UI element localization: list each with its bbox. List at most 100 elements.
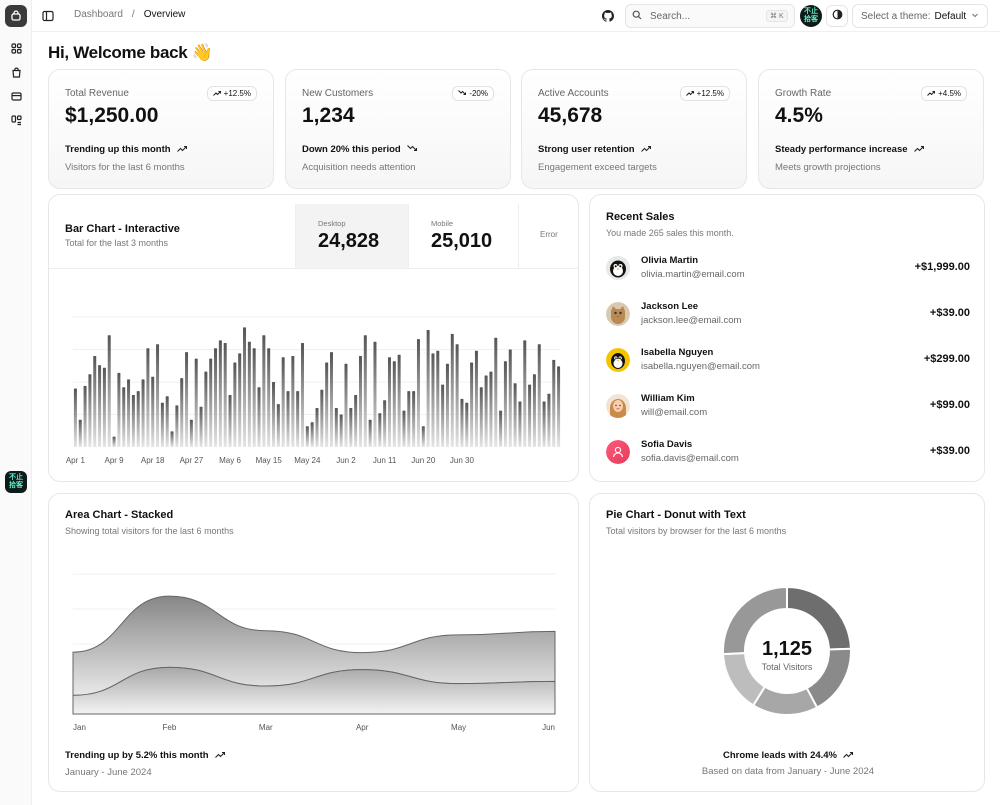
sidebar-user-avatar[interactable]: 不止 拾客	[5, 471, 27, 493]
bar[interactable]	[354, 395, 358, 447]
bar[interactable]	[329, 352, 333, 447]
bar[interactable]	[218, 340, 222, 447]
list-item[interactable]: Olivia Martin olivia.martin@email.com +$…	[606, 253, 970, 289]
bar[interactable]	[334, 408, 338, 447]
bar[interactable]	[223, 343, 227, 447]
bar[interactable]	[228, 395, 232, 447]
bar[interactable]	[165, 396, 169, 447]
kanban-icon[interactable]	[9, 113, 23, 127]
bar[interactable]	[315, 408, 319, 447]
bar[interactable]	[267, 348, 271, 447]
area-series-bottom[interactable]	[72, 666, 556, 715]
bar[interactable]	[102, 367, 106, 447]
bar[interactable]	[175, 405, 179, 447]
bar[interactable]	[537, 344, 541, 447]
bar[interactable]	[257, 387, 261, 447]
dashboard-grid-icon[interactable]	[9, 41, 23, 55]
tab-error[interactable]: Error	[518, 204, 578, 268]
bar[interactable]	[552, 359, 556, 447]
shopping-bag-icon[interactable]	[9, 65, 23, 79]
bar[interactable]	[296, 391, 300, 447]
bar[interactable]	[243, 327, 247, 447]
bar[interactable]	[508, 349, 512, 448]
user-avatar[interactable]: 不止 拾客	[800, 5, 822, 27]
breadcrumb-dashboard[interactable]: Dashboard	[74, 9, 123, 20]
bar[interactable]	[127, 379, 131, 447]
bar[interactable]	[122, 387, 126, 447]
bar[interactable]	[93, 356, 97, 447]
bar[interactable]	[368, 419, 372, 447]
bar[interactable]	[199, 406, 203, 447]
bar[interactable]	[117, 372, 121, 447]
sidebar-toggle-icon[interactable]	[42, 9, 56, 23]
bar[interactable]	[503, 361, 507, 447]
bar[interactable]	[310, 422, 314, 447]
bar[interactable]	[281, 357, 285, 447]
bar[interactable]	[412, 391, 416, 447]
bar[interactable]	[383, 400, 387, 447]
bar[interactable]	[557, 366, 561, 447]
bar[interactable]	[185, 352, 189, 447]
bar[interactable]	[325, 362, 329, 448]
bar[interactable]	[513, 383, 517, 447]
theme-select[interactable]: Select a theme: Default	[852, 4, 988, 28]
bar[interactable]	[151, 376, 155, 447]
bar[interactable]	[494, 337, 498, 447]
bar[interactable]	[397, 354, 401, 447]
bar[interactable]	[204, 371, 208, 447]
bar[interactable]	[112, 436, 116, 447]
bar[interactable]	[276, 404, 280, 447]
app-logo-icon[interactable]	[5, 5, 27, 27]
bar[interactable]	[272, 382, 276, 447]
bar[interactable]	[416, 339, 420, 447]
bar[interactable]	[136, 391, 140, 447]
list-item[interactable]: Jackson Lee jackson.lee@email.com +$39.0…	[606, 299, 970, 335]
bar[interactable]	[402, 410, 406, 447]
bar[interactable]	[146, 348, 150, 447]
bar[interactable]	[489, 371, 493, 447]
bar[interactable]	[407, 391, 411, 447]
bar[interactable]	[194, 358, 198, 447]
list-item[interactable]: Sofia Davis sofia.davis@email.com +$39.0…	[606, 437, 970, 473]
bar[interactable]	[465, 402, 469, 447]
bar[interactable]	[160, 402, 164, 447]
bar[interactable]	[445, 363, 449, 447]
bar[interactable]	[499, 410, 503, 447]
bar[interactable]	[373, 341, 377, 447]
bar[interactable]	[189, 419, 193, 447]
donut-slice[interactable]	[722, 585, 788, 656]
bar[interactable]	[542, 401, 546, 448]
bar[interactable]	[141, 379, 145, 447]
bar[interactable]	[470, 362, 474, 448]
bar[interactable]	[180, 378, 184, 447]
bar[interactable]	[209, 358, 213, 447]
search-box[interactable]: ⌘ K	[625, 4, 795, 28]
search-input[interactable]	[650, 10, 758, 22]
list-item[interactable]: William Kim will@email.com +$99.00	[606, 391, 970, 427]
bar[interactable]	[73, 388, 77, 448]
bar[interactable]	[455, 344, 459, 447]
bar[interactable]	[98, 365, 102, 447]
credit-card-icon[interactable]	[9, 89, 23, 103]
bar[interactable]	[484, 375, 488, 448]
bar[interactable]	[358, 356, 362, 447]
bar[interactable]	[547, 393, 551, 447]
bar[interactable]	[378, 413, 382, 447]
bar[interactable]	[518, 401, 522, 448]
bar[interactable]	[363, 335, 367, 447]
bar[interactable]	[474, 350, 478, 447]
bar[interactable]	[107, 335, 111, 447]
tab-mobile[interactable]: Mobile 25,010	[408, 204, 518, 268]
bar[interactable]	[214, 348, 218, 447]
bar[interactable]	[421, 426, 425, 447]
bar[interactable]	[441, 384, 445, 447]
bar[interactable]	[301, 343, 305, 447]
bar[interactable]	[436, 350, 440, 447]
bar[interactable]	[426, 330, 430, 447]
bar[interactable]	[320, 389, 324, 447]
bar[interactable]	[460, 398, 464, 447]
bar[interactable]	[387, 357, 391, 447]
bar[interactable]	[78, 419, 82, 447]
bar[interactable]	[252, 348, 256, 447]
bar[interactable]	[88, 374, 92, 447]
